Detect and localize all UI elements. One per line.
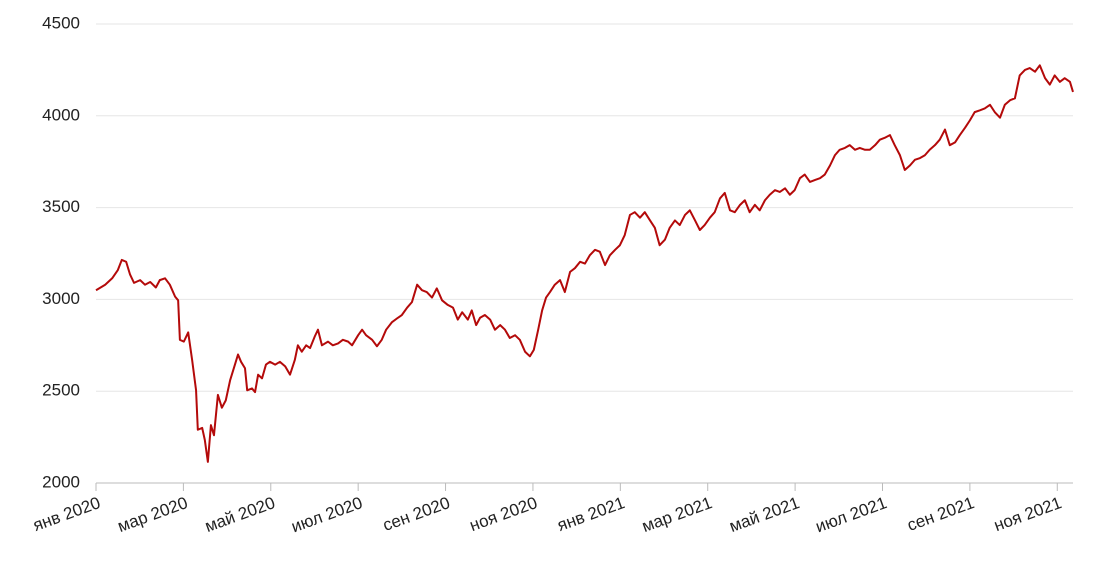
x-tick-label: ноя 2020 xyxy=(467,493,540,535)
x-tick-label: июл 2021 xyxy=(813,493,889,536)
x-tick-label: сен 2020 xyxy=(380,493,452,535)
x-tick-label: май 2020 xyxy=(202,493,277,536)
x-tick-label: июл 2020 xyxy=(289,493,365,536)
x-tick-label: мар 2020 xyxy=(115,493,190,536)
x-tick-label: янв 2020 xyxy=(30,493,102,535)
y-tick-label: 2500 xyxy=(42,381,80,400)
y-tick-label: 3500 xyxy=(42,197,80,216)
x-tick-label: сен 2021 xyxy=(905,493,977,535)
x-tick-label: янв 2021 xyxy=(555,493,627,535)
y-tick-label: 4000 xyxy=(42,105,80,124)
y-tick-label: 4500 xyxy=(42,13,80,32)
y-tick-label: 3000 xyxy=(42,289,80,308)
x-tick-label: ноя 2021 xyxy=(991,493,1064,535)
price-line xyxy=(95,64,1074,463)
x-tick-label: май 2021 xyxy=(727,493,802,536)
x-tick-label: мар 2021 xyxy=(639,493,714,536)
y-tick-label: 2000 xyxy=(42,472,80,491)
